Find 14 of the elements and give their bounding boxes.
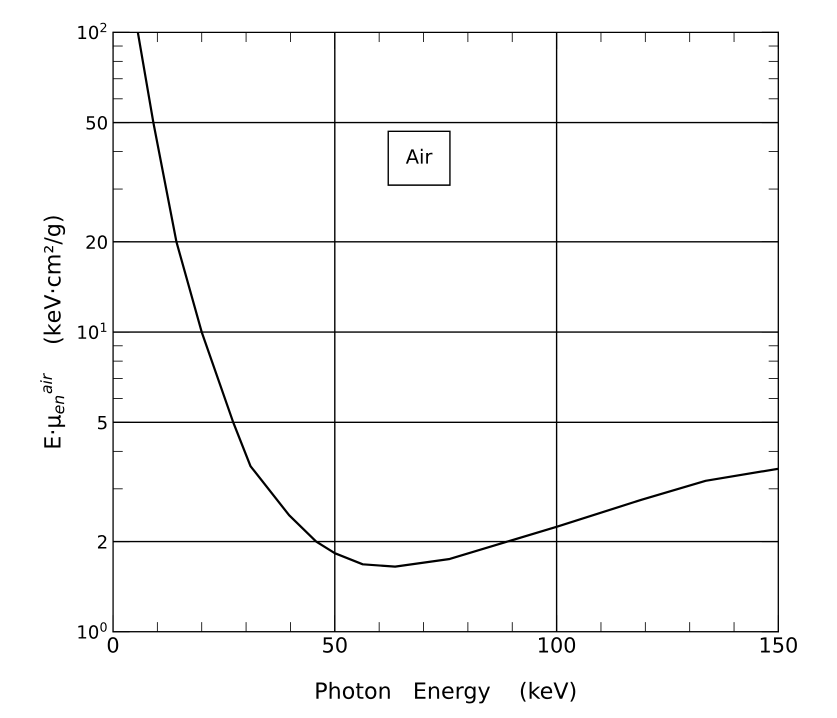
text: E·μ$_{en}$$^{air}$ (keV·cm²/g): [40, 216, 66, 448]
x-axis-title: Photon Energy (keV): [316, 682, 576, 704]
x-tick-label: 150: [760, 637, 797, 653]
x-tick-label: 100: [539, 637, 576, 653]
x-tick-label: 50: [323, 637, 347, 653]
annotation: Air: [406, 148, 432, 164]
y-tick-label: 20: [86, 235, 107, 249]
y-tick-label: 10$^{1}$: [78, 322, 106, 340]
y-tick-label: 5: [98, 416, 107, 430]
y-tick-label: 2: [98, 535, 106, 548]
y-tick-label: 10$^{0}$: [78, 622, 107, 639]
x-tick-label: 0: [108, 637, 118, 653]
y-tick-label: 10$^{2}$: [78, 22, 106, 40]
y-tick-label: 50: [86, 116, 107, 130]
